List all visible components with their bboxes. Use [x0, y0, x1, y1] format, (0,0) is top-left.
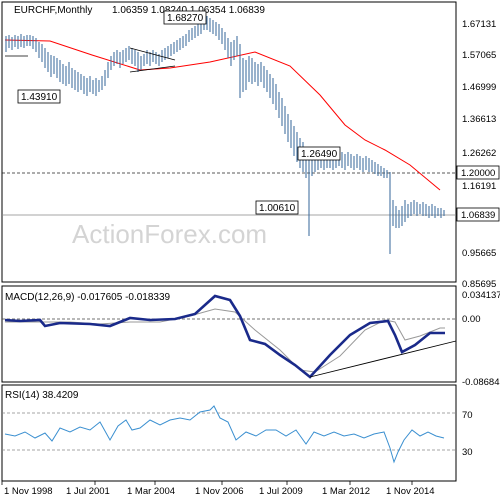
triangle-upper-line [129, 47, 176, 61]
macd-signal-line [5, 308, 445, 373]
y-tick-label: 0.95665 [462, 248, 496, 259]
x-tick-label: 1 Nov 2014 [386, 486, 435, 497]
y-tick-label: 0.85695 [462, 279, 496, 290]
price-bars [5, 16, 445, 254]
price-panel-frame [1, 1, 457, 283]
x-tick-label: 1 Nov 2006 [195, 486, 244, 497]
annotation-1-00610: 1.00610 [259, 203, 296, 214]
watermark: ActionForex.com [72, 219, 267, 249]
level-label-current: 1.06839 [461, 210, 495, 221]
annotation-box-1-43910 [17, 89, 61, 104]
annotation-box-1-26490 [297, 146, 341, 161]
rsi-y-tick-label: 70 [462, 410, 473, 421]
macd-line [4, 294, 445, 379]
x-tick-label: 1 Jul 2001 [66, 486, 110, 497]
rsi-line [4, 405, 445, 464]
level-box-current [456, 207, 500, 222]
rsi-y-tick-label: 30 [462, 447, 473, 458]
y-tick-label: 1.67131 [462, 19, 496, 30]
y-tick-label: 1.57065 [462, 50, 496, 61]
annotation-box-1-68270 [163, 10, 207, 25]
price-panel-title: EURCHF,Monthly [14, 5, 92, 16]
annotation-1-26490: 1.26490 [301, 149, 338, 160]
rsi-panel-title: RSI(14) 38.4209 [5, 390, 79, 401]
y-tick-label: 1.36613 [462, 114, 496, 125]
x-tick-label: 1 Nov 1998 [4, 486, 53, 497]
annotation-1-43910: 1.43910 [21, 92, 58, 103]
level-label-1-20000: 1.20000 [461, 168, 495, 179]
macd-y-tick-label: -0.086845 [462, 377, 500, 388]
y-tick-label: 1.46999 [462, 82, 496, 93]
macd-y-tick-label: 0.00 [462, 314, 481, 325]
x-tick-label: 1 Mar 2004 [127, 486, 175, 497]
level-box-1-20000 [456, 165, 500, 180]
macd-panel-frame [1, 285, 457, 383]
macd-y-tick-label: 0.034137 [462, 290, 500, 301]
last-bar-values: 1.06359 1.08240 1.06354 1.06839 [112, 5, 265, 16]
triangle-lower-line [129, 65, 176, 73]
moving-average-line [4, 39, 441, 191]
x-tick-label: 1 Jul 2009 [259, 486, 303, 497]
x-tick-label: 1 Mar 2012 [322, 486, 370, 497]
macd-trendline [309, 340, 457, 378]
y-tick-label: 1.26262 [462, 148, 496, 159]
macd-panel-title: MACD(12,26,9) -0.017605 -0.018339 [5, 292, 171, 303]
y-tick-label: 1.16191 [462, 181, 496, 192]
annotation-1-68270: 1.68270 [167, 13, 204, 24]
annotation-box-1-00610 [255, 200, 299, 215]
